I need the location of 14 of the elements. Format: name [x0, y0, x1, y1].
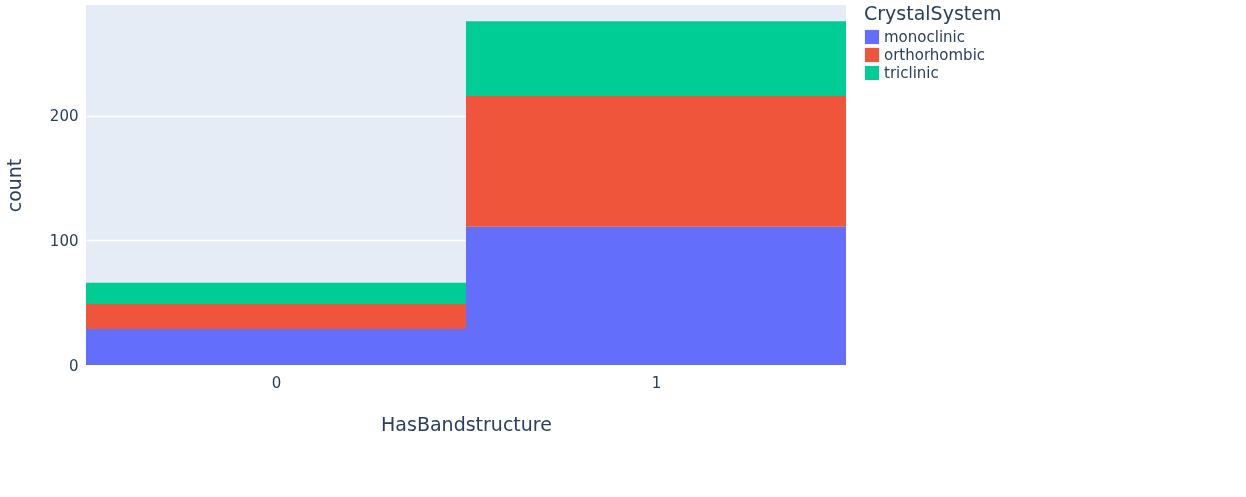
x-tick-label: 1 — [651, 373, 662, 392]
y-axis-title: count — [2, 158, 25, 213]
legend-label: orthorhombic — [884, 46, 986, 64]
bar — [466, 21, 846, 96]
bar — [86, 303, 466, 329]
legend-label: monoclinic — [884, 28, 965, 46]
y-tick-label: 200 — [49, 107, 79, 126]
legend-label: triclinic — [884, 64, 939, 82]
y-tick-label: 100 — [49, 231, 79, 250]
x-axis-title: HasBandstructure — [381, 412, 552, 435]
bar — [86, 282, 466, 304]
bar — [466, 95, 846, 227]
y-tick-label: 0 — [68, 356, 79, 375]
legend-title: CrystalSystem — [864, 2, 1002, 24]
